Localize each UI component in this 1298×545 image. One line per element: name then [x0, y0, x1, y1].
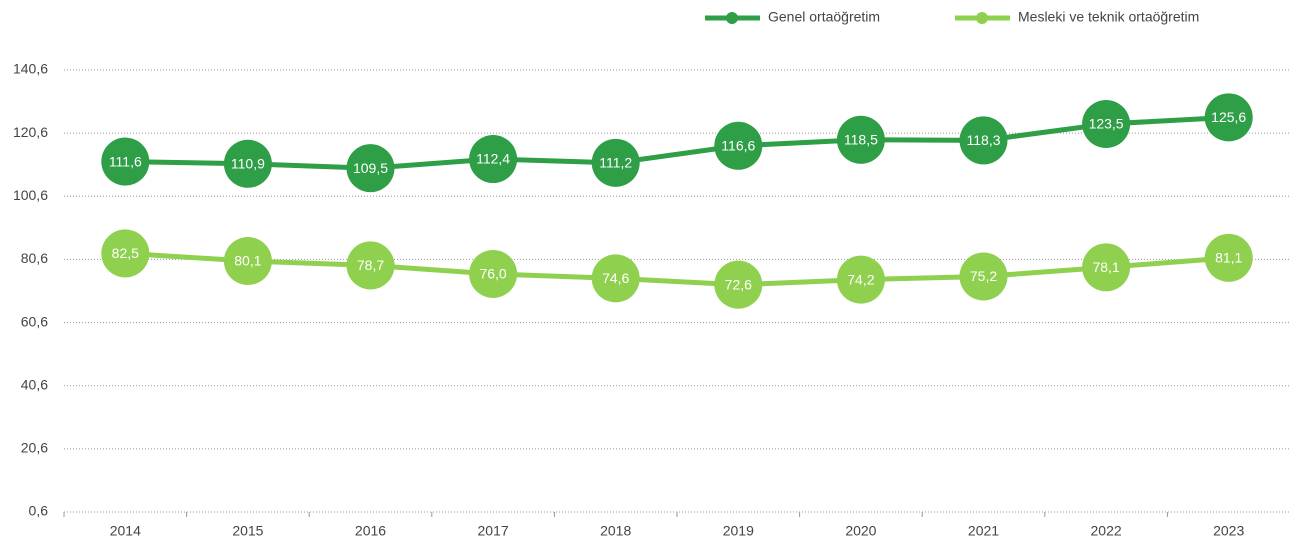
legend-dot — [726, 12, 738, 24]
value-label: 81,1 — [1215, 250, 1242, 266]
point — [346, 241, 395, 290]
series-line — [125, 250, 1229, 288]
y-tick-label: 20,6 — [21, 440, 48, 456]
point — [836, 255, 885, 304]
value-label: 78,7 — [357, 257, 384, 273]
point — [714, 121, 763, 170]
value-label: 82,5 — [112, 245, 139, 261]
legend-label: Genel ortaöğretim — [768, 9, 880, 25]
value-label: 109,5 — [353, 160, 388, 176]
x-tick-label: 2016 — [355, 523, 386, 539]
y-tick-label: 80,6 — [21, 250, 48, 266]
value-label: 110,9 — [231, 155, 265, 171]
point — [714, 260, 763, 309]
y-tick-label: 120,6 — [13, 124, 48, 140]
value-label: 111,2 — [599, 155, 632, 171]
value-label: 116,6 — [721, 137, 755, 153]
value-label: 118,3 — [967, 132, 1001, 148]
y-tick-label: 140,6 — [13, 61, 48, 77]
value-label: 76,0 — [479, 266, 506, 282]
x-tick-label: 2021 — [968, 523, 999, 539]
point — [836, 115, 885, 164]
point — [223, 139, 272, 188]
legend-label: Mesleki ve teknik ortaöğretim — [1018, 9, 1199, 25]
value-label: 123,5 — [1089, 116, 1124, 132]
point — [591, 138, 640, 187]
y-tick-label: 0,6 — [29, 503, 49, 519]
point — [223, 237, 272, 286]
value-label: 118,5 — [844, 131, 878, 147]
point — [346, 144, 395, 193]
value-label: 125,6 — [1211, 109, 1246, 125]
point — [101, 137, 150, 186]
x-tick-label: 2022 — [1091, 523, 1122, 539]
point — [1082, 99, 1131, 148]
x-tick-label: 2018 — [600, 523, 631, 539]
point — [1204, 233, 1253, 282]
x-tick-label: 2023 — [1213, 523, 1244, 539]
point — [959, 252, 1008, 301]
point — [959, 116, 1008, 165]
value-label: 74,2 — [847, 271, 874, 287]
point — [469, 135, 518, 184]
value-label: 72,6 — [725, 276, 752, 292]
value-label: 78,1 — [1092, 259, 1119, 275]
x-tick-label: 2019 — [723, 523, 754, 539]
y-tick-label: 100,6 — [13, 187, 48, 203]
x-tick-label: 2015 — [232, 523, 263, 539]
value-label: 111,6 — [109, 153, 142, 169]
point — [101, 229, 150, 278]
x-tick-label: 2020 — [845, 523, 876, 539]
point — [469, 249, 518, 298]
point — [1082, 243, 1131, 292]
value-label: 112,4 — [476, 151, 510, 167]
series-line — [125, 114, 1229, 171]
legend-dot — [976, 12, 988, 24]
value-label: 80,1 — [234, 253, 261, 269]
y-tick-label: 60,6 — [21, 313, 48, 329]
x-tick-label: 2017 — [478, 523, 509, 539]
x-tick-label: 2014 — [110, 523, 141, 539]
point — [1204, 93, 1253, 142]
y-tick-label: 40,6 — [21, 376, 48, 392]
value-label: 75,2 — [970, 268, 997, 284]
value-label: 74,6 — [602, 270, 629, 286]
point — [591, 254, 640, 303]
